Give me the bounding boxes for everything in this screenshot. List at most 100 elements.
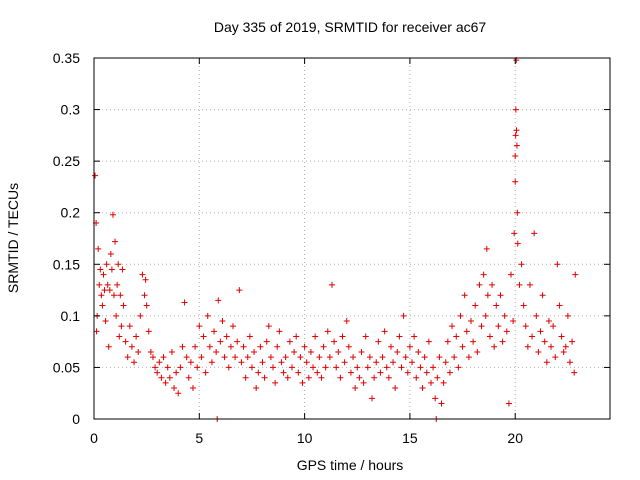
data-point [103, 261, 110, 268]
data-point [554, 261, 561, 268]
data-point [379, 354, 386, 361]
data-point [526, 281, 533, 288]
data-point [299, 379, 306, 386]
data-point [276, 328, 283, 335]
data-point [208, 359, 215, 366]
data-point [446, 369, 453, 376]
data-point [192, 343, 199, 350]
x-tick-label: 5 [195, 430, 203, 446]
data-point [512, 132, 519, 139]
data-point [461, 292, 468, 299]
data-point [248, 364, 255, 371]
data-point [369, 395, 376, 402]
data-point [333, 364, 340, 371]
data-point [160, 354, 167, 361]
data-point [453, 333, 460, 340]
plot-frame [93, 57, 611, 420]
data-point [99, 302, 106, 309]
x-tick-label: 20 [507, 430, 523, 446]
data-point [204, 312, 211, 319]
data-point [425, 338, 432, 345]
data-point [143, 302, 150, 309]
data-point [558, 333, 565, 340]
data-point [303, 359, 310, 366]
data-point [543, 359, 550, 366]
data-point [512, 152, 519, 159]
data-point [430, 364, 437, 371]
data-point [270, 364, 277, 371]
data-point [343, 318, 350, 325]
data-point [406, 343, 413, 350]
data-points [92, 57, 579, 422]
data-point [119, 266, 126, 273]
data-point [314, 369, 321, 376]
data-point [427, 379, 434, 386]
data-point [181, 299, 188, 306]
data-point [219, 318, 226, 325]
data-point [232, 354, 239, 361]
data-point [352, 385, 359, 392]
data-point [572, 271, 579, 278]
y-tick-label: 0.05 [53, 359, 80, 375]
data-point [318, 374, 325, 381]
data-point [113, 312, 120, 319]
data-point [291, 348, 298, 355]
data-point [213, 348, 220, 355]
data-point [131, 359, 138, 366]
data-point [133, 333, 140, 340]
data-point [358, 348, 365, 355]
x-tick-label: 15 [402, 430, 418, 446]
y-tick-label: 0.3 [61, 102, 81, 118]
data-point [257, 343, 264, 350]
data-point [518, 261, 525, 268]
data-point [373, 359, 380, 366]
data-point [238, 359, 245, 366]
grid [94, 58, 610, 419]
data-point [511, 230, 518, 237]
data-point [564, 312, 571, 319]
data-point [253, 385, 260, 392]
data-point [421, 354, 428, 361]
data-point [242, 374, 249, 381]
tick-labels: 0 0.05 0.1 0.15 0.2 0.25 0.3 0.35 0 5 10 15 20 [53, 50, 523, 446]
data-point [206, 343, 213, 350]
data-point [516, 281, 523, 288]
data-point [364, 364, 371, 371]
data-point [512, 106, 519, 113]
data-point [398, 364, 405, 371]
data-point [227, 343, 234, 350]
data-point [196, 323, 203, 330]
data-point [267, 354, 274, 361]
data-point [128, 343, 135, 350]
data-point [100, 271, 107, 278]
data-point [96, 281, 103, 288]
data-point [383, 364, 390, 371]
data-point [105, 343, 112, 350]
data-point [476, 281, 483, 288]
data-point [265, 323, 272, 330]
data-point [497, 292, 504, 299]
data-point [524, 343, 531, 350]
data-point [493, 302, 500, 309]
data-point [513, 142, 520, 149]
data-point [312, 333, 319, 340]
data-point [305, 374, 312, 381]
data-point [501, 312, 508, 319]
data-point [449, 323, 456, 330]
data-point [230, 323, 237, 330]
data-point [375, 338, 382, 345]
data-point [115, 261, 122, 268]
data-point [107, 250, 114, 257]
data-point [548, 343, 555, 350]
data-point [339, 333, 346, 340]
data-point [562, 343, 569, 350]
data-point [347, 369, 354, 376]
data-point [244, 354, 251, 361]
data-point [307, 348, 314, 355]
data-point [512, 178, 519, 185]
data-point [455, 364, 462, 371]
data-point [480, 271, 487, 278]
data-point [484, 292, 491, 299]
data-point [194, 364, 201, 371]
y-tick-label: 0.1 [61, 308, 81, 324]
